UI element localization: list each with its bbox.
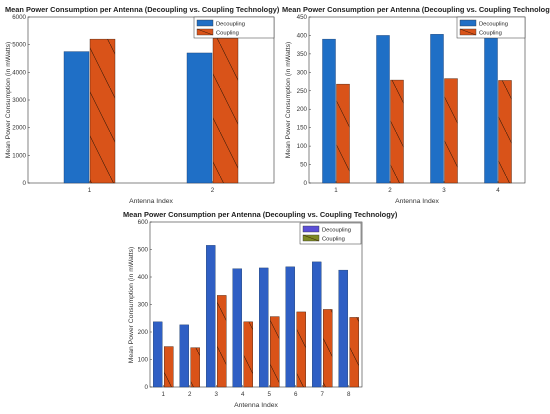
chart-2-title: Mean Power Consumption per Antenna (Deco…: [282, 5, 550, 14]
chart-1-xlabel: Antenna Index: [129, 198, 173, 205]
x-tick-label: 3: [442, 187, 446, 194]
y-tick-label: 300: [138, 302, 149, 309]
bar-decoupling-3: [206, 245, 216, 388]
bar-coupling-hatch-1: [336, 84, 350, 183]
y-tick-label: 100: [138, 357, 149, 364]
chart-panel-2: Mean Power Consumption per Antenna (Deco…: [282, 5, 550, 205]
y-tick-label: 450: [297, 14, 308, 21]
y-tick-label: 5000: [12, 42, 26, 49]
x-tick-label: 4: [241, 391, 245, 398]
x-tick-label: 1: [162, 391, 166, 398]
y-tick-label: 2000: [12, 125, 26, 132]
bar-decoupling-1: [63, 51, 90, 184]
y-tick-label: 3000: [12, 97, 26, 104]
bar-decoupling-3: [430, 34, 444, 184]
x-tick-label: 3: [215, 391, 219, 398]
legend-label-coupling: Coupling: [479, 31, 502, 37]
x-tick-label: 6: [294, 391, 298, 398]
x-tick-label: 4: [496, 187, 500, 194]
y-tick-label: 250: [297, 88, 308, 95]
legend-label-coupling: Coupling: [322, 237, 345, 243]
chart-2-xlabel: Antenna Index: [395, 198, 439, 205]
bar-coupling-hatch-7: [323, 309, 333, 387]
x-tick-label: 2: [388, 187, 392, 194]
y-tick-label: 150: [297, 125, 308, 132]
y-tick-label: 6000: [12, 14, 26, 21]
bar-decoupling-6: [285, 266, 295, 388]
y-tick-label: 1000: [12, 152, 26, 159]
legend-swatch-decoupling: [459, 19, 477, 27]
y-tick-label: 200: [297, 106, 308, 113]
bar-decoupling-4: [232, 268, 242, 388]
chart-1-ylabel: Mean Power Consumption (in mWatts): [5, 42, 12, 158]
y-tick-label: 0: [145, 384, 149, 391]
bar-decoupling-2: [376, 35, 390, 184]
x-tick-label: 2: [188, 391, 192, 398]
y-tick-label: 350: [297, 51, 308, 58]
y-tick-label: 400: [297, 32, 308, 39]
bar-coupling-hatch-5: [270, 316, 280, 387]
bar-coupling-hatch-2: [213, 38, 238, 184]
bar-coupling-hatch-6: [296, 311, 306, 387]
bar-coupling-hatch-4: [243, 321, 253, 387]
x-tick-label: 1: [334, 187, 338, 194]
chart-3-title: Mean Power Consumption per Antenna (Deco…: [123, 210, 398, 219]
chart-panel-1: Mean Power Consumption per Antenna (Deco…: [5, 5, 280, 205]
chart-3-xlabel: Antenna Index: [234, 402, 278, 409]
bar-decoupling-2: [186, 52, 213, 184]
bar-decoupling-5: [259, 267, 269, 388]
chart-2-ylabel: Mean Power Consumption (in mWatts): [285, 42, 292, 158]
y-tick-label: 600: [138, 219, 149, 226]
legend-swatch-decoupling: [302, 225, 320, 233]
bar-decoupling-4: [484, 36, 498, 184]
y-tick-label: 500: [138, 247, 149, 254]
x-tick-label: 1: [88, 187, 92, 194]
bar-coupling-hatch-1: [90, 39, 115, 184]
y-tick-label: 300: [297, 69, 308, 76]
bar-decoupling-1: [153, 321, 163, 388]
bar-coupling-hatch-1: [164, 346, 174, 387]
chart-1-title: Mean Power Consumption per Antenna (Deco…: [5, 5, 280, 14]
legend-label-coupling: Coupling: [216, 31, 239, 37]
y-tick-label: 0: [23, 180, 27, 187]
bar-decoupling-7: [312, 261, 322, 388]
chart-3-ylabel: Mean Power Consumption (in mWatts): [128, 247, 135, 363]
x-tick-label: 5: [268, 391, 272, 398]
bar-coupling-hatch-8: [349, 317, 359, 387]
bar-coupling-hatch-4: [498, 80, 512, 183]
chart-1-legend: Decoupling Coupling: [193, 16, 275, 39]
legend-label-decoupling: Decoupling: [322, 228, 351, 234]
x-tick-label: 2: [211, 187, 215, 194]
y-tick-label: 100: [297, 143, 308, 150]
bar-decoupling-2: [179, 324, 189, 388]
y-tick-label: 50: [300, 162, 307, 169]
y-tick-label: 200: [138, 329, 149, 336]
chart-2-legend: Decoupling Coupling: [456, 16, 526, 39]
chart-3-legend: Decoupling Coupling: [299, 222, 362, 245]
x-tick-label: 8: [347, 391, 351, 398]
y-tick-label: 0: [304, 180, 308, 187]
chart-panel-3: Mean Power Consumption per Antenna (Deco…: [123, 210, 398, 409]
legend-label-decoupling: Decoupling: [216, 22, 245, 28]
bar-coupling-hatch-3: [444, 78, 458, 183]
legend-swatch-decoupling: [196, 19, 214, 27]
y-tick-label: 400: [138, 274, 149, 281]
bar-coupling-hatch-2: [190, 347, 200, 387]
bar-coupling-hatch-3: [217, 295, 227, 387]
legend-label-decoupling: Decoupling: [479, 22, 508, 28]
y-tick-label: 4000: [12, 69, 26, 76]
bar-decoupling-8: [338, 269, 348, 388]
bar-coupling-hatch-2: [390, 80, 404, 183]
x-tick-label: 7: [321, 391, 325, 398]
bar-decoupling-1: [322, 38, 336, 184]
